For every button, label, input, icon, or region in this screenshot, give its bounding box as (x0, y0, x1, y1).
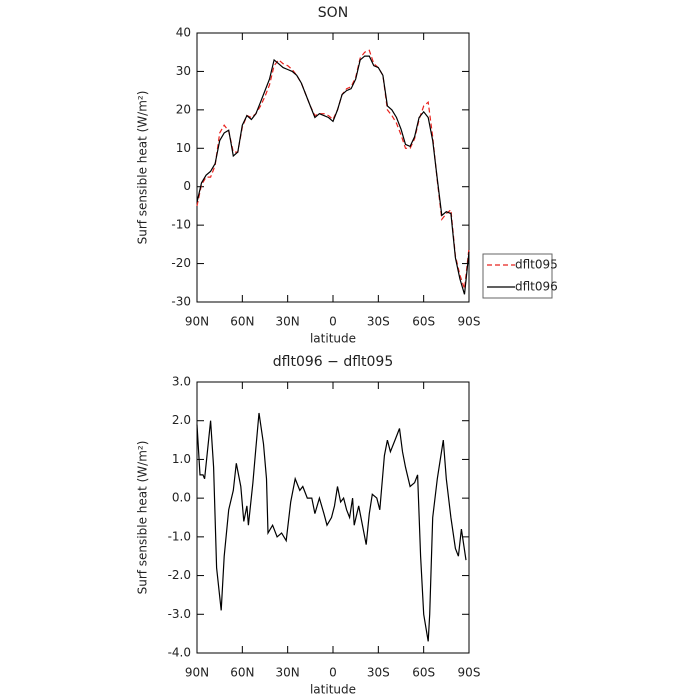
x-tick-label: 0 (329, 315, 337, 329)
y-tick-label: -3.0 (168, 607, 191, 621)
x-tick-label: 60S (412, 315, 435, 329)
x-tick-label: 90S (458, 315, 481, 329)
plot-frame (196, 32, 470, 303)
data-line (196, 49, 470, 289)
y-tick-label: -2.0 (168, 568, 191, 582)
legend-label: dflt095 (515, 258, 558, 272)
x-tick-label: 0 (329, 666, 337, 680)
data-line (196, 55, 470, 295)
chart-title: SON (318, 5, 348, 21)
data-line (196, 412, 467, 642)
y-tick-label: 30 (176, 64, 191, 78)
x-axis-label: latitude (310, 683, 356, 697)
y-tick-label: 2.0 (172, 413, 191, 427)
x-tick-label: 30S (367, 315, 390, 329)
y-tick-label: 40 (176, 26, 191, 40)
y-tick-label: 0.0 (172, 491, 191, 505)
legend-box (482, 253, 553, 299)
y-axis-label: Surf sensible heat (W/m²) (136, 91, 150, 245)
y-tick-label: 20 (176, 102, 191, 116)
y-tick-label: -10 (171, 218, 191, 232)
y-tick-label: 10 (176, 141, 191, 155)
x-tick-label: 30N (276, 315, 300, 329)
x-tick-label: 90N (185, 666, 209, 680)
x-tick-label: 30N (276, 666, 300, 680)
chart-title: dflt096 − dflt095 (273, 354, 393, 370)
x-axis-label: latitude (310, 332, 356, 346)
legend-label: dflt096 (515, 280, 558, 294)
y-tick-label: -1.0 (168, 529, 191, 543)
y-tick-label: -20 (171, 256, 191, 270)
x-tick-label: 60S (412, 666, 435, 680)
x-tick-label: 60N (230, 315, 254, 329)
y-tick-label: -4.0 (168, 646, 191, 660)
x-tick-label: 90N (185, 315, 209, 329)
y-tick-label: -30 (171, 295, 191, 309)
y-tick-label: 0 (183, 179, 191, 193)
y-tick-label: 1.0 (172, 452, 191, 466)
x-tick-label: 90S (458, 666, 481, 680)
y-axis-label: Surf sensible heat (W/m²) (136, 441, 150, 595)
plot-frame (196, 381, 470, 654)
x-tick-label: 30S (367, 666, 390, 680)
y-tick-label: 3.0 (172, 375, 191, 389)
x-tick-label: 60N (230, 666, 254, 680)
